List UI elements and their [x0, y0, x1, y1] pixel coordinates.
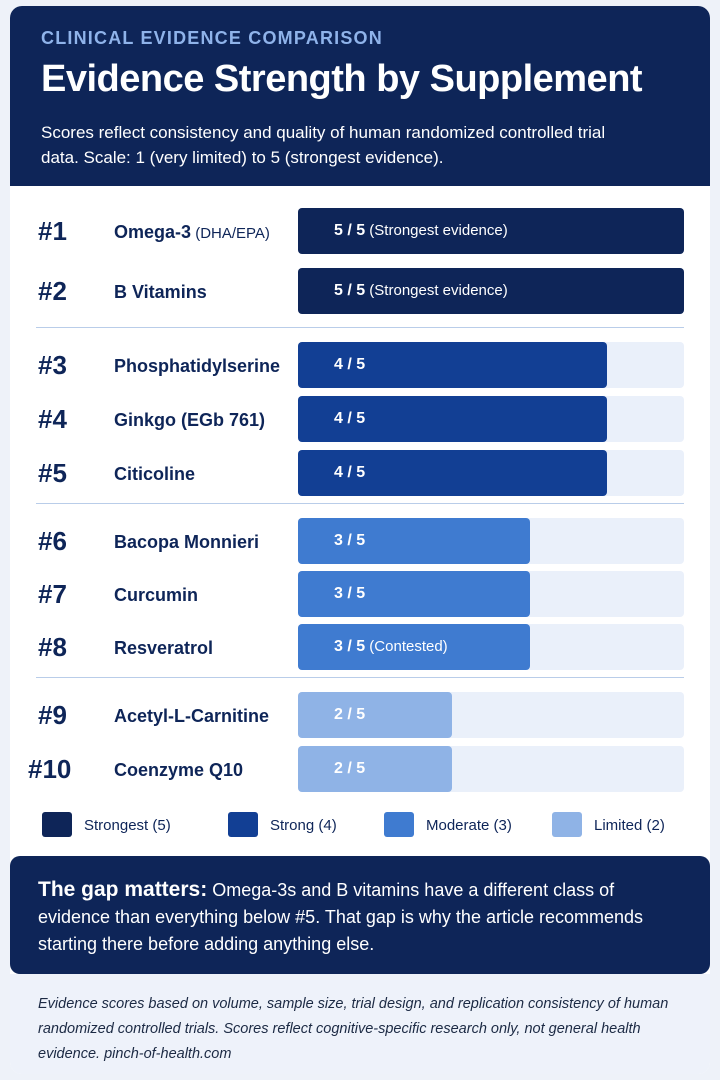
bar — [298, 624, 530, 670]
bar-value-text: 3 / 5 — [334, 532, 366, 549]
bar-value-label: 4 / 5 — [334, 410, 365, 428]
rank-label: #5 — [38, 458, 67, 488]
rank-label: #9 — [38, 700, 67, 730]
legend-label: Strong (4) — [270, 817, 337, 834]
legend-swatch — [384, 812, 414, 837]
rank-label: #2 — [38, 276, 67, 306]
bar-value-text: 2 / 5 — [334, 760, 366, 777]
supplement-name-text: Resveratrol — [114, 638, 214, 658]
supplement-name: B Vitamins — [114, 282, 207, 303]
supplement-name-text: Coenzyme Q10 — [114, 760, 244, 780]
supplement-name-text: Bacopa Monnieri — [114, 532, 260, 552]
supplement-name-detail: (DHA/EPA) — [191, 225, 270, 242]
legend-label: Strongest (5) — [84, 817, 171, 834]
tier-divider — [36, 677, 684, 678]
supplement-name: Curcumin — [114, 585, 198, 606]
bar-value-label: 4 / 5 — [334, 356, 365, 374]
callout-body: Omega-3s and B vitamins have a different… — [38, 880, 644, 954]
supplement-name: Bacopa Monnieri — [114, 532, 259, 553]
chart-legend: Strongest (5) Strong (4) Moderate (3) Limit… — [10, 810, 710, 840]
legend-swatch — [552, 812, 582, 837]
rank-label: #6 — [38, 526, 67, 556]
legend-swatch — [42, 812, 72, 837]
chart-row: #7 Curcumin 3 / 5 — [10, 571, 710, 619]
bar-value-text: 2 / 5 — [334, 706, 366, 723]
bar — [298, 268, 684, 314]
bar-value-label: 5 / 5 (Strongest evidence) — [334, 282, 508, 300]
header: CLINICAL EVIDENCE COMPARISON Evidence St… — [10, 6, 710, 186]
bar-note: (Contested) — [365, 638, 448, 655]
chart-row: #4 Ginkgo (EGb 761) 4 / 5 — [10, 396, 710, 444]
chart-row: #9 Acetyl-L-Carnitine 2 / 5 — [10, 692, 710, 740]
bar-value-text: 3 / 5 — [334, 585, 366, 602]
callout-box: The gap matters: Omega-3s and B vitamins… — [10, 856, 710, 974]
supplement-name-text: Omega-3 — [114, 222, 192, 242]
bar-value-label: 2 / 5 — [334, 760, 365, 778]
bar — [298, 450, 607, 496]
supplement-name-text: Phosphatidylserine — [114, 356, 281, 376]
chart-row: #8 Resveratrol 3 / 5 (Contested) — [10, 624, 710, 672]
bar-value-text: 5 / 5 — [334, 222, 366, 239]
bar-value-label: 5 / 5 (Strongest evidence) — [334, 222, 508, 240]
supplement-name-text: B Vitamins — [114, 282, 207, 302]
infographic-card: CLINICAL EVIDENCE COMPARISON Evidence St… — [10, 6, 710, 1074]
evidence-bar-chart: Strongest (5) Strong (4) Moderate (3) Limit… — [10, 186, 710, 854]
chart-row: #2 B Vitamins 5 / 5 (Strongest evidence) — [10, 268, 710, 316]
legend-swatch — [228, 812, 258, 837]
supplement-name-text: Curcumin — [114, 585, 199, 605]
legend-label: Limited (2) — [594, 817, 665, 834]
bar-value-label: 4 / 5 — [334, 464, 365, 482]
tier-divider — [36, 327, 684, 328]
supplement-name: Ginkgo (EGb 761) — [114, 410, 265, 431]
supplement-name: Citicoline — [114, 464, 195, 485]
callout-lead: The gap matters: — [38, 878, 208, 901]
chart-row: #1 Omega-3 (DHA/EPA) 5 / 5 (Strongest evid… — [10, 208, 710, 256]
bar — [298, 208, 684, 254]
chart-row: #10 Coenzyme Q10 2 / 5 — [10, 746, 710, 794]
supplement-name: Omega-3 (DHA/EPA) — [114, 222, 270, 243]
bar-value-text: 4 / 5 — [334, 464, 366, 481]
bar-value-label: 3 / 5 (Contested) — [334, 638, 448, 656]
supplement-name-text: Citicoline — [114, 464, 196, 484]
supplement-name-text: Ginkgo (EGb 761) — [114, 410, 266, 430]
bar — [298, 746, 452, 792]
page-title: Evidence Strength by Supplement — [41, 58, 643, 100]
legend-label: Moderate (3) — [426, 817, 512, 834]
chart-row: #6 Bacopa Monnieri 3 / 5 — [10, 518, 710, 566]
bar-value-text: 5 / 5 — [334, 282, 366, 299]
rank-label: #3 — [38, 350, 67, 380]
rank-label: #1 — [38, 216, 67, 246]
page-subtitle: Scores reflect consistency and quality o… — [41, 123, 606, 167]
bar — [298, 342, 607, 388]
chart-row: #5 Citicoline 4 / 5 — [10, 450, 710, 498]
rank-label: #4 — [38, 404, 67, 434]
rank-label: #7 — [38, 579, 67, 609]
tier-divider — [36, 503, 684, 504]
bar-value-text: 4 / 5 — [334, 356, 366, 373]
eyebrow-label: CLINICAL EVIDENCE COMPARISON — [41, 28, 383, 48]
bar — [298, 396, 607, 442]
supplement-name: Acetyl-L-Carnitine — [114, 706, 269, 727]
bar — [298, 571, 530, 617]
supplement-name: Coenzyme Q10 — [114, 760, 243, 781]
bar — [298, 692, 452, 738]
supplement-name: Resveratrol — [114, 638, 213, 659]
rank-label: #8 — [38, 632, 67, 662]
bar-value-label: 3 / 5 — [334, 585, 365, 603]
chart-row: #3 Phosphatidylserine 4 / 5 — [10, 342, 710, 390]
bar-note: (Strongest evidence) — [365, 222, 508, 239]
bar — [298, 518, 530, 564]
supplement-name-text: Acetyl-L-Carnitine — [114, 706, 270, 726]
rank-label: #10 — [28, 754, 72, 784]
bar-value-text: 3 / 5 — [334, 638, 366, 655]
footer-note: Evidence scores based on volume, sample … — [10, 974, 710, 1074]
bar-value-text: 4 / 5 — [334, 410, 366, 427]
bar-value-label: 3 / 5 — [334, 532, 365, 550]
bar-note: (Strongest evidence) — [365, 282, 508, 299]
bar-value-label: 2 / 5 — [334, 706, 365, 724]
footer-text: Evidence scores based on volume, sample … — [38, 996, 669, 1062]
supplement-name: Phosphatidylserine — [114, 356, 280, 377]
